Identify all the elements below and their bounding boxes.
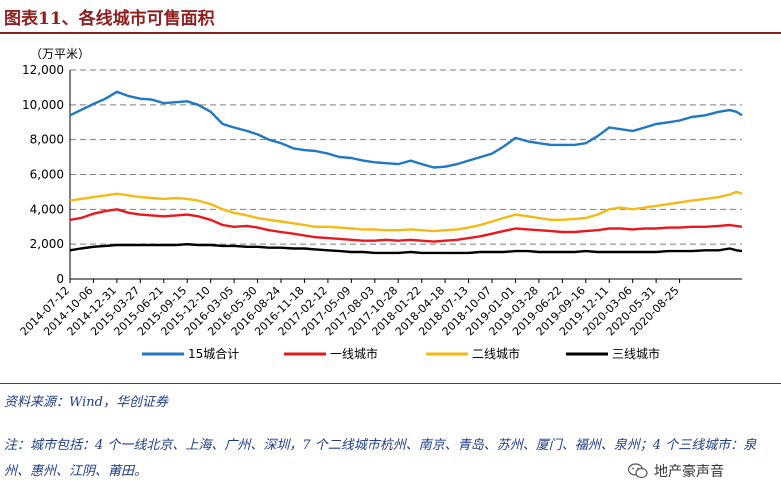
axes bbox=[69, 70, 742, 283]
y-tick-label: 8,000 bbox=[30, 133, 64, 147]
y-tick-label: 10,000 bbox=[22, 98, 64, 112]
figure-title: 图表11、各线城市可售面积 bbox=[4, 9, 215, 29]
y-tick-label: 12,000 bbox=[22, 63, 64, 77]
source-text: 资料来源：Wind，华创证券 bbox=[4, 395, 168, 410]
legend-label: 15城合计 bbox=[188, 346, 239, 361]
note-text: 注：城市包括：4 个一线北京、上海、广州、深圳，7 个二线城市杭州、南京、青岛、… bbox=[4, 438, 757, 479]
watermark-text: 地产豪声音 bbox=[654, 464, 724, 480]
y-tick-label: 4,000 bbox=[30, 202, 64, 216]
wechat-icon bbox=[628, 463, 648, 479]
series-line bbox=[69, 90, 743, 169]
legend-label: 二线城市 bbox=[472, 346, 520, 361]
y-tick-label: 6,000 bbox=[30, 168, 64, 182]
legend: 15城合计 一线城市 二线城市 三线城市 bbox=[142, 346, 660, 361]
line-chart: （万平米） 02,0004,0006,0008,00010,00012,000 … bbox=[18, 47, 743, 361]
series-line bbox=[69, 208, 743, 243]
y-tick-labels: 0 2,000 4,000 6,000 8,000 10,000 12,000 bbox=[22, 63, 64, 286]
series-line bbox=[69, 190, 743, 233]
series-line bbox=[69, 243, 743, 255]
grid-lines bbox=[70, 69, 742, 245]
y-tick-label: 2,000 bbox=[30, 237, 64, 251]
series-lines bbox=[69, 90, 743, 255]
legend-label: 一线城市 bbox=[330, 346, 378, 361]
y-tick-label: 0 bbox=[56, 272, 64, 286]
legend-label: 三线城市 bbox=[612, 346, 660, 361]
y-unit-label: （万平米） bbox=[30, 47, 90, 61]
separator bbox=[0, 383, 781, 384]
x-tick-labels: 2014-07-122014-10-062014-12-312015-03-27… bbox=[18, 284, 682, 338]
title-bar: 图表11、各线城市可售面积 bbox=[0, 0, 781, 34]
watermark: 地产豪声音 bbox=[628, 458, 724, 484]
